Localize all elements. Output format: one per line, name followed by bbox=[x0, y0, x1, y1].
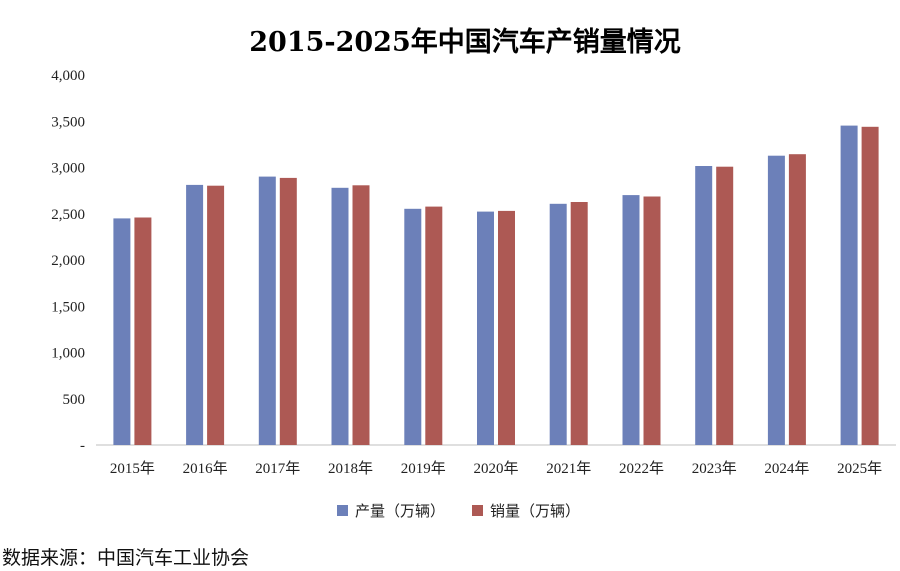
bar-sales-2017年 bbox=[279, 177, 297, 445]
bar-sales-2025年 bbox=[861, 126, 879, 446]
legend: 产量（万辆） 销量（万辆） bbox=[337, 502, 580, 520]
bar-production-2023年 bbox=[695, 166, 713, 445]
bar-sales-2023年 bbox=[716, 166, 734, 445]
x-tick-label: 2021年 bbox=[546, 460, 591, 477]
bars bbox=[113, 125, 879, 446]
y-tick-label: 500 bbox=[63, 392, 86, 408]
bar-production-2025年 bbox=[840, 125, 858, 445]
bar-production-2021年 bbox=[549, 203, 567, 445]
legend-label-sales: 销量（万辆） bbox=[490, 502, 580, 520]
y-tick-label: - bbox=[80, 438, 85, 454]
y-tick-label: 1,000 bbox=[51, 346, 85, 362]
x-tick-label: 2024年 bbox=[764, 460, 809, 477]
chart-title: 2015-2025年中国汽车产销量情况 bbox=[249, 26, 681, 58]
y-tick-label: 2,000 bbox=[51, 253, 85, 269]
legend-label-production: 产量（万辆） bbox=[355, 502, 445, 520]
x-tick-label: 2022年 bbox=[619, 460, 664, 477]
y-tick-label: 4,000 bbox=[51, 68, 85, 84]
bar-sales-2024年 bbox=[788, 154, 806, 445]
x-tick-label: 2015年 bbox=[110, 460, 155, 477]
legend-swatch-production bbox=[337, 505, 348, 516]
bar-production-2024年 bbox=[767, 155, 785, 445]
x-tick-label: 2023年 bbox=[692, 460, 737, 477]
x-tick-label: 2025年 bbox=[837, 460, 882, 477]
bar-production-2017年 bbox=[258, 176, 276, 445]
bar-sales-2018年 bbox=[352, 185, 370, 446]
x-tick-label: 2019年 bbox=[401, 460, 446, 477]
x-tick-label: 2020年 bbox=[473, 460, 518, 477]
y-tick-label: 3,500 bbox=[51, 114, 85, 130]
legend-swatch-sales bbox=[472, 505, 483, 516]
bar-sales-2022年 bbox=[643, 196, 661, 445]
bar-production-2022年 bbox=[622, 195, 640, 445]
y-axis: - 500 1,000 1,500 2,000 2,500 3,000 3,500 4,000 bbox=[51, 68, 85, 454]
x-tick-label: 2018年 bbox=[328, 460, 373, 477]
bar-sales-2021年 bbox=[570, 202, 588, 445]
bar-production-2018年 bbox=[331, 187, 349, 446]
bar-production-2015年 bbox=[113, 218, 131, 445]
x-tick-label: 2017年 bbox=[255, 460, 300, 477]
bar-sales-2016年 bbox=[207, 185, 225, 445]
y-tick-label: 1,500 bbox=[51, 299, 85, 315]
bar-production-2016年 bbox=[186, 184, 204, 445]
x-axis: 2015年 2016年 2017年 2018年 2019年 2020年 2021年 2022年… bbox=[110, 460, 882, 477]
y-tick-label: 2,500 bbox=[51, 207, 85, 223]
bar-sales-2015年 bbox=[134, 217, 152, 445]
bar-sales-2020年 bbox=[498, 210, 515, 445]
bar-production-2020年 bbox=[477, 211, 494, 445]
data-source-note: 数据来源：中国汽车工业协会 bbox=[2, 547, 250, 569]
bar-sales-2019年 bbox=[425, 206, 443, 445]
bar-production-2019年 bbox=[404, 208, 422, 445]
y-tick-label: 3,000 bbox=[51, 161, 85, 177]
x-tick-label: 2016年 bbox=[183, 460, 228, 477]
